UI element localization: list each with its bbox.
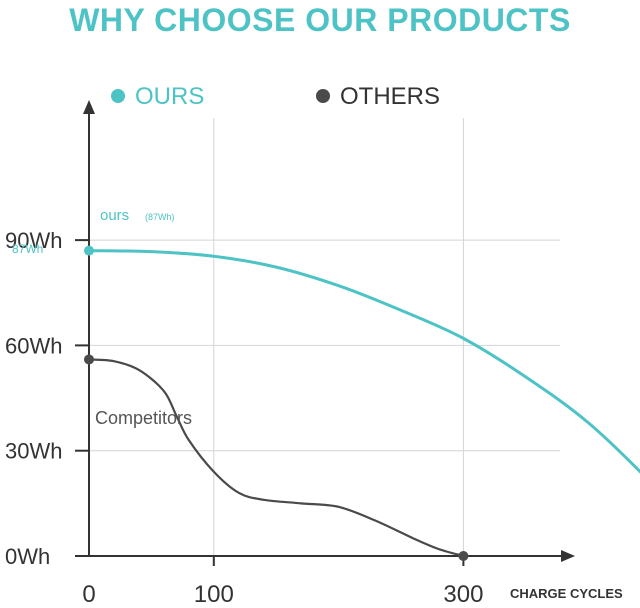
series-label-ours: ours [100,207,129,224]
data-point-others-start [84,354,94,365]
series-label-others: Competitors [95,408,192,428]
x-tick-label: 300 [443,581,483,608]
y-tick-label: 60Wh [5,333,62,358]
legend-marker-others [316,89,330,103]
data-point-ours-start [84,245,94,256]
data-point-others-end [458,551,469,561]
x-axis-label: CHARGE CYCLES [510,586,623,601]
series-label-ours-note: (87Wh) [145,212,175,222]
x-axis-arrow [561,550,575,562]
chart-title: WHY CHOOSE OUR PRODUCTS [69,2,571,38]
y-axis-arrow [83,100,95,114]
x-tick-label: 100 [194,581,234,608]
series-line-others [88,358,464,558]
y-tick-label: 90Wh [5,228,62,253]
legend-marker-ours [111,89,125,103]
y-tick-label: 0Wh [5,544,50,569]
series-line-ours [88,249,640,474]
y-tick-label: 30Wh [5,439,62,464]
x-tick-label: 0 [82,581,95,608]
legend-label-ours: OURS [135,83,204,110]
axis-marker-label: 87Wh [12,242,43,256]
legend-label-others: OTHERS [340,83,440,110]
